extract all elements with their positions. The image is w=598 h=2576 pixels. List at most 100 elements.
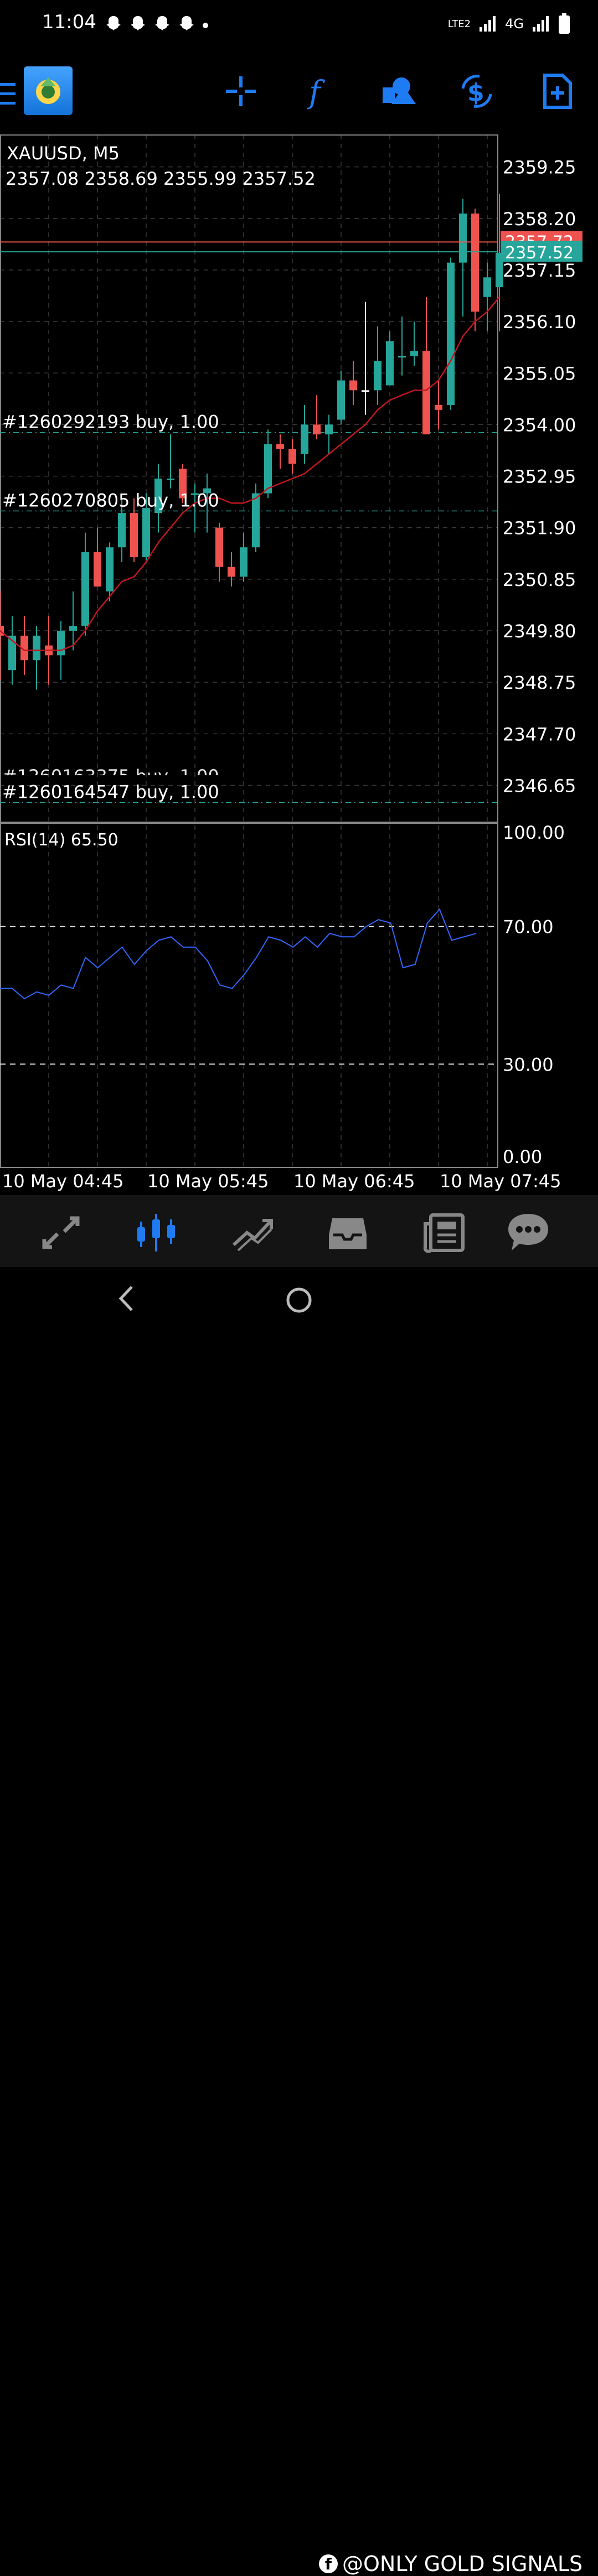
bid-price-label: 2357.52	[505, 243, 574, 263]
price-tick-label: 2347.70	[503, 724, 576, 745]
new-order-button[interactable]	[538, 72, 577, 111]
candles	[0, 194, 503, 690]
price-tick-label: 2358.20	[503, 209, 576, 230]
dot-icon	[203, 23, 208, 28]
candle-body	[179, 469, 187, 498]
quotes-icon	[42, 1216, 80, 1249]
candle-body	[57, 631, 65, 656]
app-logo[interactable]	[24, 66, 73, 115]
candle-body	[447, 262, 455, 405]
chart-grid	[0, 135, 497, 1167]
rsi-line	[0, 908, 477, 1000]
candle-body	[8, 635, 16, 670]
trade-tab[interactable]	[230, 1211, 275, 1255]
candle-body	[386, 341, 394, 386]
rsi-tick-label: 30.00	[503, 1054, 554, 1075]
order-label: #1260292193 buy, 1.00	[2, 412, 219, 433]
chat-icon	[508, 1214, 548, 1250]
chart-tab[interactable]	[134, 1211, 178, 1255]
bid-price-badge	[501, 241, 582, 262]
lte-label: LTE2	[447, 18, 471, 30]
time-tick-label: 10 May 05:45	[147, 1171, 269, 1192]
candle-body	[228, 567, 235, 577]
candle-body	[362, 390, 369, 392]
candle-body	[435, 404, 442, 410]
order-labels: #1260292193 buy, 1.00 #1260270805 buy, 1.…	[2, 412, 219, 803]
rsi-tick-label: 70.00	[503, 917, 554, 938]
candle-body	[398, 356, 406, 358]
history-tab[interactable]	[326, 1211, 370, 1255]
chat-tab[interactable]	[506, 1211, 550, 1255]
price-tick-label: 2359.25	[503, 157, 576, 178]
notification-icons	[104, 14, 209, 33]
main-chart-frame	[0, 134, 498, 823]
price-tick-label: 2350.85	[503, 569, 576, 590]
order-label: #1260164547 buy, 1.00	[2, 782, 219, 803]
status-right: LTE2 4G	[448, 13, 570, 34]
signal-icon	[480, 16, 496, 32]
rsi-frame	[0, 823, 498, 1168]
candle-body	[203, 488, 211, 494]
price-tick-label: 2356.10	[503, 311, 576, 333]
signal-icon-2	[533, 16, 549, 32]
rsi-tick-label: 100.00	[503, 822, 565, 843]
candle-body	[471, 213, 479, 312]
rsi-panel: 100.00 70.00 30.00 0.00	[0, 822, 565, 1167]
candle-body	[142, 508, 150, 557]
time-tick-label: 10 May 06:45	[293, 1171, 415, 1192]
candle-body	[118, 513, 126, 548]
bottom-nav	[0, 1195, 598, 1267]
crosshair-button[interactable]	[221, 72, 260, 111]
svg-text:f: f	[307, 75, 326, 111]
candle-body	[69, 626, 77, 631]
candle-body	[301, 424, 308, 454]
price-tick-label: 2357.15	[503, 260, 576, 281]
status-time: 11:04	[42, 11, 96, 33]
candle-body	[288, 449, 296, 464]
snapchat-icon	[106, 16, 121, 30]
candle-body	[94, 552, 101, 587]
home-icon[interactable]	[286, 1287, 312, 1313]
candle-body	[167, 479, 174, 480]
rsi-tick-label: 0.00	[503, 1146, 542, 1167]
candle-body	[81, 552, 89, 626]
price-tick-label: 2355.05	[503, 363, 576, 384]
snapchat-icon	[155, 16, 169, 30]
time-tick-label: 10 May 04:45	[2, 1171, 123, 1192]
candle-body	[349, 380, 357, 391]
price-chart[interactable]: 2359.25 2358.20 2357.15 2356.10 2355.05 2354.…	[0, 133, 598, 1195]
moving-average-line	[0, 296, 500, 651]
snapchat-icon	[179, 16, 194, 30]
menu-icon[interactable]	[0, 83, 17, 111]
back-icon[interactable]	[115, 1284, 137, 1313]
order-label: #1260270805 buy, 1.00	[2, 490, 219, 511]
svg-text:$: $	[467, 79, 484, 107]
price-tick-label: 2348.75	[503, 672, 576, 693]
candle-body	[130, 513, 138, 557]
symbols-button[interactable]: $	[457, 72, 496, 111]
price-tick-label: 2354.00	[503, 414, 576, 435]
objects-button[interactable]	[379, 72, 418, 111]
candle-body	[374, 361, 382, 391]
candle-body	[325, 424, 333, 435]
price-tick-label: 2346.65	[503, 775, 576, 796]
new-order-icon	[543, 74, 572, 109]
candle-body	[264, 444, 272, 494]
news-tab[interactable]	[422, 1211, 466, 1255]
objects-icon	[383, 77, 416, 104]
status-bar: 11:04 LTE2 4G	[0, 0, 598, 50]
ohlc-label: 2357.08 2358.69 2355.99 2357.52	[6, 168, 316, 189]
candle-body	[337, 380, 345, 420]
candle-body	[154, 479, 162, 513]
candle-body	[422, 351, 430, 435]
symbol-label: XAUUSD, M5	[7, 143, 120, 164]
system-nav: f @ONLY GOLD SIGNALS	[0, 1267, 598, 2576]
quotes-tab[interactable]	[39, 1211, 83, 1255]
candle-body	[33, 635, 40, 661]
candle-body	[0, 626, 4, 636]
indicators-button[interactable]: f	[300, 72, 339, 111]
price-labels: 2357.722357.52	[0, 231, 582, 263]
price-axis: 2359.25 2358.20 2357.15 2356.10 2355.05 2354.…	[503, 157, 576, 797]
candle-body	[459, 213, 467, 263]
candle-body	[483, 277, 491, 297]
